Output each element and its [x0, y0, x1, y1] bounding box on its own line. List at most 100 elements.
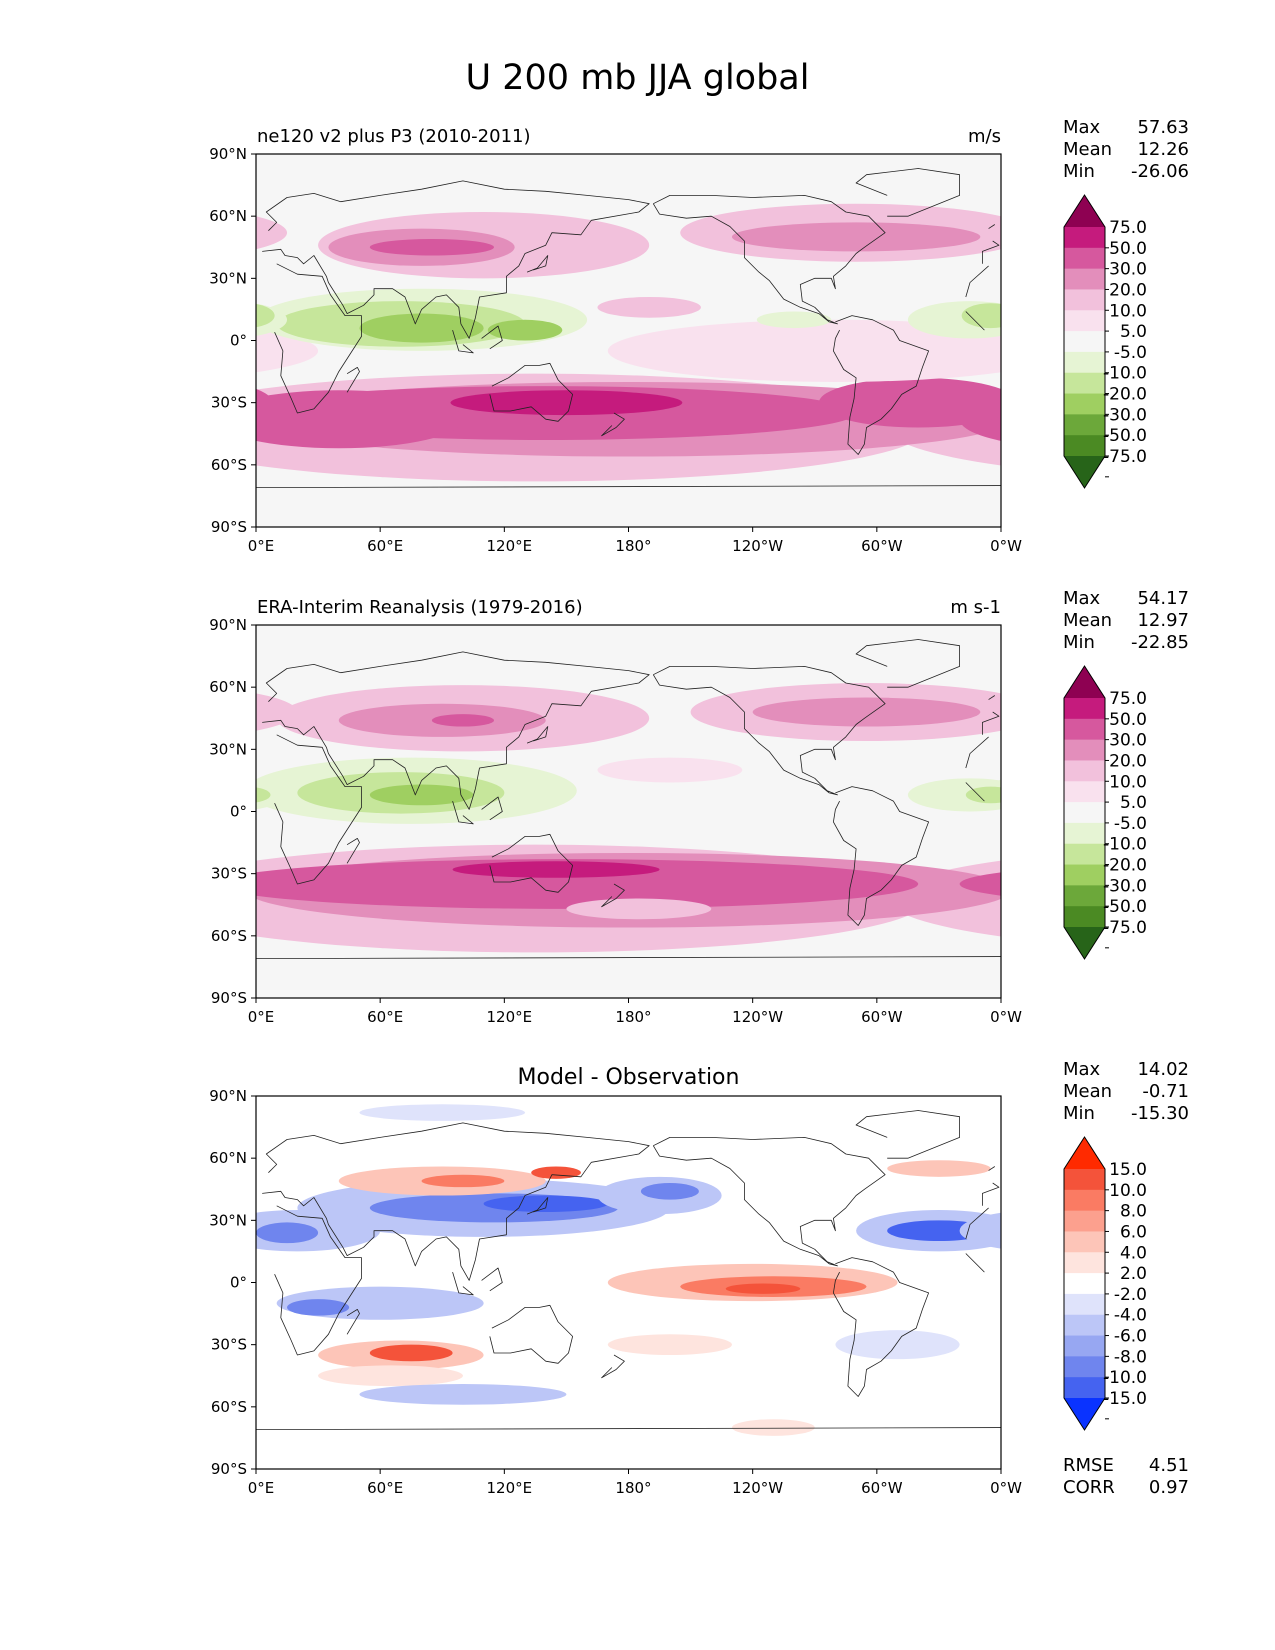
contour-region: [0, 845, 184, 953]
metric-value: 4.51: [1149, 1455, 1189, 1476]
contour-region: [731, 222, 981, 252]
colorbar-min-extend: [1064, 1398, 1105, 1430]
lat-tick-label: 60°N: [209, 207, 247, 225]
stat-label: Mean: [1063, 139, 1112, 160]
colorbar-tick-label: -6.0: [1114, 1327, 1147, 1347]
contour-region: [607, 319, 1001, 382]
map-background: [256, 154, 1001, 527]
stat-label: Mean: [1063, 1081, 1112, 1102]
contour-region: [1115, 239, 1239, 256]
contour-region: [1104, 1384, 1275, 1405]
colorbar-swatch: [1064, 1169, 1105, 1191]
colorbar-tick-label: 75.0: [1109, 689, 1147, 709]
antarctica-coast: [256, 485, 1001, 489]
contour-region: [142, 1160, 245, 1177]
panel-title: Model - Observation: [518, 1065, 740, 1090]
colorbar-tick-label: -50.0: [1103, 897, 1147, 917]
coastline: [481, 796, 503, 821]
coastline: [489, 362, 573, 422]
contour-region: [680, 1276, 867, 1298]
coastline: [489, 833, 573, 893]
contour-region: [276, 1286, 484, 1320]
coastline: [262, 1122, 1000, 1281]
coastline: [346, 838, 360, 864]
contour-region: [1063, 212, 1275, 278]
map-field: [0, 625, 1275, 998]
lat-tick-label: 30°N: [209, 1211, 247, 1229]
panel-title: ne120 v2 plus P3 (2010-2011): [257, 126, 531, 147]
colorbar-tick-label: -15.0: [1103, 1389, 1147, 1409]
contour-region: [487, 319, 563, 341]
coastline: [346, 1309, 360, 1335]
colorbar-tick-label: 6.0: [1120, 1222, 1147, 1242]
colorbar-swatch: [1064, 1273, 1105, 1295]
contour-region: [256, 844, 929, 953]
coastline: [601, 1354, 625, 1379]
coastline: [652, 666, 886, 796]
contour-region: [256, 388, 273, 417]
contour-region: [835, 1330, 960, 1360]
coastline: [481, 1267, 503, 1292]
colorbar-swatch: [1064, 289, 1105, 311]
colorbar-outline: [1063, 665, 1106, 960]
lat-tick-label: 0°: [230, 803, 247, 821]
colorbar-tick-label: -20.0: [1103, 385, 1147, 405]
lat-tick-label: 90°S: [211, 518, 247, 536]
coastline: [274, 1205, 989, 1356]
colorbar-min-extend: [1064, 456, 1105, 488]
stat-value: 14.02: [1137, 1059, 1189, 1080]
colorbar-tick-label: -30.0: [1103, 876, 1147, 896]
contour-region: [1032, 1299, 1094, 1316]
lon-tick-label: 60°E: [367, 537, 403, 555]
contour-region: [142, 1220, 245, 1241]
contour-region: [338, 703, 546, 737]
colorbar-swatch: [1064, 1293, 1105, 1316]
lon-tick-label: 60°W: [861, 537, 903, 555]
stat-value: -26.06: [1131, 161, 1189, 182]
coastline: [855, 639, 960, 688]
colorbar-swatch: [1064, 435, 1105, 457]
metric-label: CORR: [1063, 1477, 1115, 1498]
lon-tick-label: 0°W: [990, 1479, 1022, 1497]
lon-tick-label: 60°W: [861, 1008, 903, 1026]
contour-region: [483, 1195, 608, 1213]
contour-region: [328, 228, 515, 266]
contour-region: [887, 1220, 991, 1242]
colorbar-swatch: [1064, 698, 1105, 720]
contour-region: [256, 757, 577, 824]
contour-region: [256, 787, 271, 803]
contour-region: [256, 859, 919, 909]
stat-value: 12.26: [1137, 139, 1189, 160]
contour-region: [276, 685, 650, 752]
colorbar-max-extend: [1064, 195, 1105, 227]
figure-title: U 200 mb JJA global: [465, 58, 810, 98]
contour-region: [0, 1276, 121, 1297]
coastline: [652, 1137, 886, 1267]
contour-region: [8, 698, 236, 727]
lat-tick-label: 90°S: [211, 989, 247, 1007]
lon-tick-label: 180°: [615, 1008, 651, 1026]
contour-region: [990, 410, 1001, 428]
colorbar-swatch: [1064, 822, 1105, 845]
contour-region: [256, 1222, 319, 1244]
contour-region: [452, 861, 660, 878]
coastline: [526, 726, 549, 744]
contour-region: [1198, 861, 1275, 878]
lat-tick-label: 30°S: [211, 865, 247, 883]
contour-region: [256, 304, 275, 328]
contour-region: [959, 1212, 1001, 1249]
lon-tick-label: 120°E: [487, 1008, 533, 1026]
colorbar-tick-label: 20.0: [1109, 280, 1147, 300]
contour-region: [887, 860, 1001, 937]
coastline: [601, 412, 625, 437]
contour-region: [338, 1166, 546, 1196]
contour-region: [1073, 229, 1259, 266]
contour-region: [359, 313, 484, 343]
map-field: [256, 154, 1275, 527]
coastline: [988, 695, 996, 700]
lat-tick-label: 60°N: [209, 1149, 247, 1167]
colorbar-swatch: [1064, 414, 1105, 436]
map-frame: [255, 153, 1002, 528]
colorbar-tick-label: 10.0: [1109, 772, 1147, 792]
colorbar-swatch: [1064, 227, 1105, 249]
